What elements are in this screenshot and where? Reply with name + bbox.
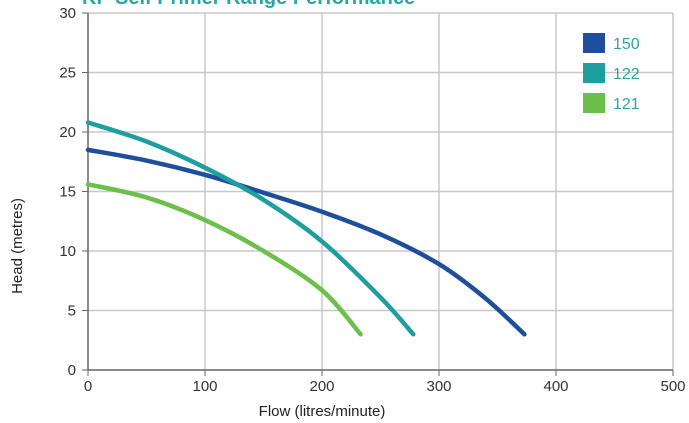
y-tick-label: 30 xyxy=(59,5,76,22)
legend: 150 122 121 xyxy=(583,33,640,113)
y-tick-label: 20 xyxy=(59,124,76,141)
y-tick-label: 15 xyxy=(59,184,76,201)
x-tick-label: 0 xyxy=(84,378,92,395)
legend-label-122: 122 xyxy=(613,66,640,83)
x-tick-label: 500 xyxy=(660,378,685,395)
y-tick-label: 5 xyxy=(68,303,76,320)
grid xyxy=(88,12,674,370)
chart-title: KP Self Primer Range Performance xyxy=(82,0,415,9)
axes xyxy=(82,12,674,376)
series-line-122 xyxy=(85,120,416,337)
x-tick-label: 200 xyxy=(309,378,334,395)
series-line-150 xyxy=(85,147,527,337)
legend-swatch-121 xyxy=(583,93,605,113)
y-axis-label: Head (metres) xyxy=(9,198,26,294)
x-tick-label: 300 xyxy=(426,378,451,395)
legend-label-121: 121 xyxy=(613,96,640,113)
x-axis-label: Flow (litres/minute) xyxy=(259,403,386,420)
y-tick-label: 10 xyxy=(59,243,76,260)
legend-swatch-150 xyxy=(583,33,605,53)
x-tick-label: 400 xyxy=(543,378,568,395)
x-tick-label: 100 xyxy=(192,378,217,395)
series-lines xyxy=(85,120,527,337)
y-tick-labels: 0 5 10 15 20 25 30 xyxy=(59,5,76,379)
legend-swatch-122 xyxy=(583,63,605,83)
y-tick-label: 25 xyxy=(59,65,76,82)
legend-label-150: 150 xyxy=(613,36,640,53)
y-tick-label: 0 xyxy=(68,362,76,379)
series-line-121 xyxy=(85,182,363,337)
x-tick-labels: 0 100 200 300 400 500 xyxy=(84,378,686,395)
